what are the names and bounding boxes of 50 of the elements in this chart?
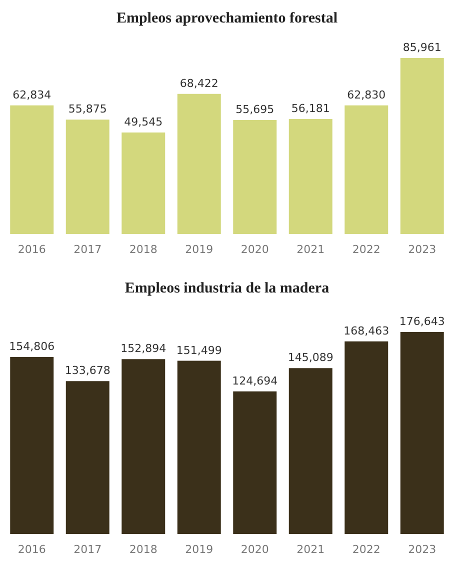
bar: [122, 132, 166, 234]
x-tick-label: 2020: [240, 243, 269, 256]
x-tick-label: 2017: [74, 243, 102, 256]
x-tick-label: 2017: [74, 543, 102, 556]
x-tick-label: 2020: [240, 543, 269, 556]
x-tick-label: 2021: [296, 543, 325, 556]
bar: [10, 105, 54, 234]
data-label: 145,089: [288, 351, 334, 364]
data-label: 133,678: [64, 364, 110, 378]
chart-title: Empleos industria de la madera: [124, 280, 330, 296]
data-label: 154,806: [9, 340, 55, 353]
data-label: 62,834: [12, 88, 52, 102]
data-label: 68,422: [180, 76, 218, 90]
bar: [233, 391, 277, 534]
data-label: 62,830: [347, 88, 386, 102]
bar: [66, 120, 110, 234]
x-tick-label: 2019: [185, 243, 214, 256]
x-tick-label: 2018: [129, 543, 158, 556]
x-tick-label: 2023: [408, 243, 436, 256]
x-tick-label: 2022: [352, 543, 380, 556]
bar: [344, 341, 388, 534]
bar: [66, 381, 110, 534]
x-tick-label: 2023: [408, 543, 436, 556]
bar: [288, 368, 332, 534]
chart-title: Empleos aprovechamiento forestal: [116, 10, 338, 26]
x-tick-label: 2019: [185, 543, 214, 556]
x-tick-label: 2018: [129, 243, 158, 256]
data-label: 168,463: [344, 324, 390, 338]
bar: [177, 360, 221, 534]
x-tick-label: 2021: [296, 243, 325, 256]
data-label: 176,643: [399, 315, 445, 328]
data-label: 85,961: [402, 41, 442, 54]
data-label: 151,499: [176, 344, 222, 357]
bar: [344, 105, 388, 234]
bar: [10, 356, 54, 534]
bar: [122, 359, 166, 534]
data-label: 152,894: [120, 342, 166, 356]
bar: [288, 118, 332, 234]
data-label: 124,694: [232, 374, 278, 388]
bar: [400, 58, 444, 234]
x-tick-label: 2016: [18, 243, 46, 256]
data-label: 55,695: [236, 102, 274, 116]
x-tick-label: 2016: [18, 543, 46, 556]
data-label: 55,875: [68, 102, 107, 116]
data-label: 56,181: [291, 102, 330, 115]
x-tick-label: 2022: [352, 243, 380, 256]
data-label: 49,545: [124, 116, 163, 129]
bar: [233, 120, 277, 234]
bar: [177, 94, 221, 234]
bar: [400, 332, 444, 534]
